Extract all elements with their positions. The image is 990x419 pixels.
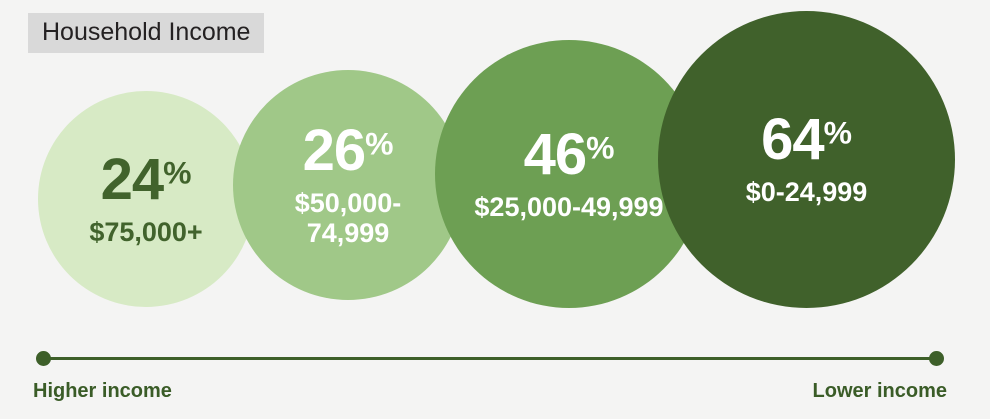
percent-sign: %: [823, 114, 852, 151]
bubble-75k-plus: 24% $75,000+: [38, 91, 254, 307]
percent-value: 24%: [100, 146, 192, 212]
income-range-label: $25,000-49,999: [474, 191, 664, 222]
axis-label-lower-income: Lower income: [812, 380, 947, 402]
chart-title: Household Income: [28, 13, 265, 53]
percent-sign: %: [586, 129, 615, 166]
income-axis-line: [43, 357, 937, 360]
axis-label-higher-income: Higher income: [33, 380, 172, 402]
percent-value: 64%: [761, 107, 852, 173]
percent-value: 46%: [523, 121, 615, 187]
percent-value: 26%: [302, 117, 394, 183]
percent-sign: %: [365, 125, 394, 162]
percent-sign: %: [163, 154, 192, 191]
income-range-label: $50,000- 74,999: [294, 187, 402, 248]
bubble-0-24k: 64% $0-24,999: [658, 11, 955, 308]
axis-endpoint-dot-left: [36, 351, 51, 366]
axis-endpoint-dot-right: [929, 351, 944, 366]
bubble-50k-74k: 26% $50,000- 74,999: [233, 70, 463, 300]
income-range-label: $0-24,999: [745, 177, 868, 208]
income-range-label: $75,000+: [89, 216, 203, 247]
